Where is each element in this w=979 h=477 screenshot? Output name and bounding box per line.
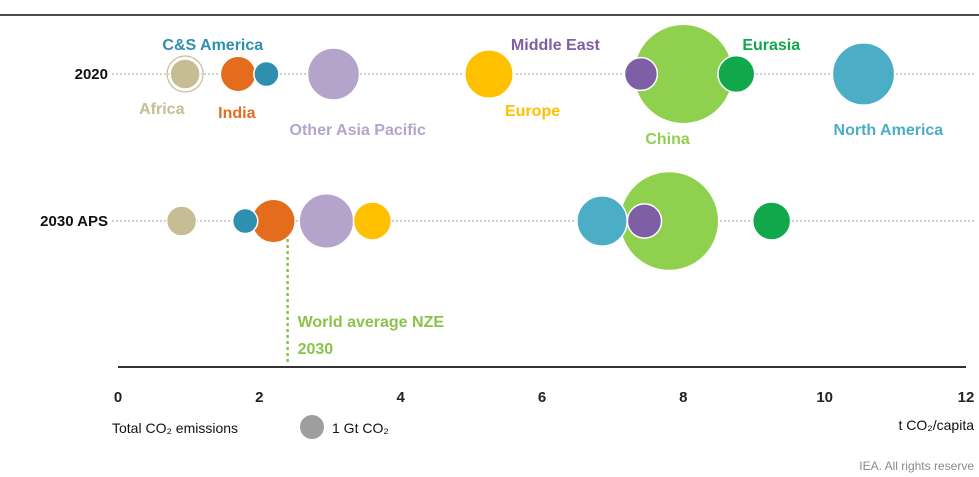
bubble-eurasia-2030-aps — [751, 201, 792, 241]
bubble-other-asia-pacific-2030-aps — [298, 193, 355, 249]
x-tick-label-8: 8 — [679, 389, 687, 406]
bubble-north-america-2030-aps — [576, 195, 628, 247]
bubble-europe-2030-aps — [352, 201, 393, 241]
region-label-c-s-america: C&S America — [162, 37, 263, 54]
bubble-other-asia-pacific-2020 — [306, 47, 361, 101]
x-tick-label-4: 4 — [396, 389, 405, 406]
bubble-middle-east-2030-aps — [626, 203, 663, 239]
copyright-credit: IEA. All rights reserve — [859, 459, 974, 473]
x-tick-label-2: 2 — [255, 389, 263, 406]
reference-line-label-2: 2030 — [298, 341, 334, 358]
row-label-2030: 2030 APS — [40, 213, 108, 230]
size-legend-label: Total CO₂ emissions — [112, 420, 238, 436]
bubble-eurasia-2020 — [717, 54, 756, 94]
region-label-north-america: North America — [834, 122, 944, 139]
row-label-2020: 2020 — [75, 66, 108, 83]
reference-line-group: World average NZE 2030 — [286, 221, 445, 362]
bubbles — [165, 23, 896, 272]
bubble-middle-east-2020 — [623, 56, 659, 92]
bubble-india-2020 — [219, 55, 257, 93]
bubble-europe-2020 — [464, 49, 514, 99]
bubble-north-america-2020 — [831, 42, 896, 106]
region-label-india: India — [218, 105, 255, 122]
x-tick-label-6: 6 — [538, 389, 546, 406]
x-tick-label-10: 10 — [816, 389, 833, 406]
region-label-africa: Africa — [139, 101, 184, 118]
region-label-china: China — [645, 131, 690, 148]
region-label-middle-east: Middle East — [511, 37, 601, 54]
size-legend-bubble — [300, 415, 324, 439]
region-label-other-asia-pacific: Other Asia Pacific — [290, 122, 426, 139]
bubble-c-s-america-2030-aps — [231, 207, 259, 235]
bubble-c-s-america-2020 — [253, 60, 280, 88]
region-label-europe: Europe — [505, 103, 560, 120]
bubble-africa-2020 — [169, 58, 201, 90]
top-rule — [0, 14, 979, 16]
bubble-africa-2030-aps — [165, 205, 198, 237]
x-axis-unit-label: t CO₂/capita — [899, 417, 975, 433]
x-tick-label-12: 12 — [958, 389, 975, 406]
reference-line-label-1: World average NZE — [298, 314, 445, 331]
size-legend-value: 1 Gt CO₂ — [332, 420, 389, 436]
x-axis-ticks: 0 2 4 6 8 10 12 — [114, 389, 975, 406]
bubble-africa-2020-ring — [166, 55, 204, 93]
region-label-eurasia: Eurasia — [742, 37, 800, 54]
x-tick-label-0: 0 — [114, 389, 122, 406]
region-labels: Africa India C&S America Other Asia Pacific… — [139, 37, 943, 148]
